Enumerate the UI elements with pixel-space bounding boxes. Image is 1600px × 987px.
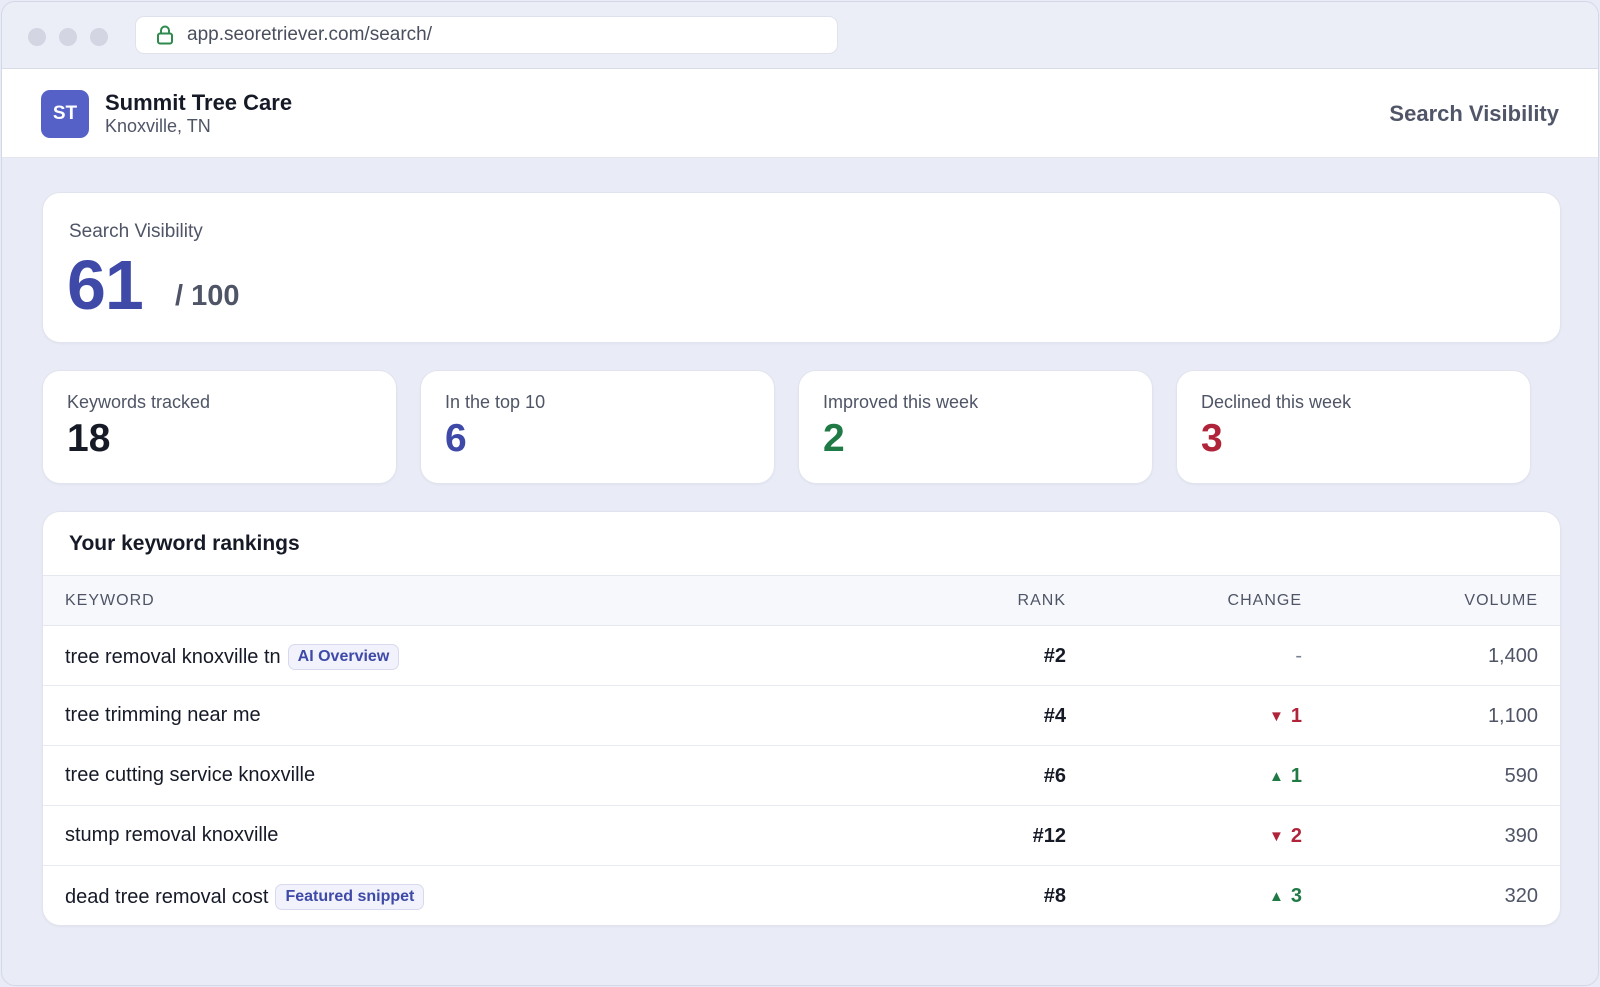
table-title: Your keyword rankings bbox=[69, 532, 300, 555]
up-arrow-icon: ▲ bbox=[1269, 768, 1284, 785]
rank-cell: #2 bbox=[1043, 645, 1066, 667]
down-arrow-icon: ▼ bbox=[1269, 828, 1284, 845]
stat-value: 3 bbox=[1201, 417, 1223, 460]
rank-cell: #4 bbox=[1043, 705, 1066, 727]
table-header: KEYWORD RANK CHANGE VOLUME bbox=[43, 575, 1560, 626]
keyword-cell: tree trimming near me bbox=[65, 704, 261, 727]
page-title: Search Visibility bbox=[1389, 101, 1559, 126]
change-value: 1 bbox=[1290, 705, 1302, 727]
change-cell: ▲ 1 bbox=[1269, 765, 1302, 788]
stat-card-declined: Declined this week 3 bbox=[1176, 370, 1531, 484]
rank-cell: #12 bbox=[1032, 825, 1066, 847]
close-window-dot[interactable] bbox=[28, 28, 46, 46]
stat-value: 18 bbox=[67, 417, 111, 460]
change-value: 3 bbox=[1290, 885, 1302, 907]
maximize-window-dot[interactable] bbox=[90, 28, 108, 46]
stat-label: Keywords tracked bbox=[67, 392, 211, 412]
keyword-cell: dead tree removal cost Featured snippet bbox=[65, 884, 425, 910]
table-row[interactable]: tree trimming near me #4 ▼ 1 1,100 bbox=[43, 686, 1560, 746]
stat-card-improved: Improved this week 2 bbox=[798, 370, 1153, 484]
table-row[interactable]: tree removal knoxville tn AI Overview #2… bbox=[43, 626, 1560, 686]
stat-label: Declined this week bbox=[1201, 392, 1352, 412]
score-value: 61 bbox=[67, 246, 144, 324]
url-text[interactable]: app.seoretriever.com/search/ bbox=[187, 24, 433, 45]
stat-label: In the top 10 bbox=[445, 392, 546, 412]
change-cell: ▼ 2 bbox=[1269, 825, 1302, 848]
minimize-window-dot[interactable] bbox=[59, 28, 77, 46]
change-cell: - bbox=[1295, 645, 1302, 668]
table-row[interactable]: stump removal knoxville #12 ▼ 2 390 bbox=[43, 806, 1560, 866]
keyword-cell: stump removal knoxville bbox=[65, 824, 278, 847]
keyword-rankings-table: Your keyword rankings KEYWORD RANK CHANG… bbox=[42, 511, 1561, 926]
keyword-text: dead tree removal cost bbox=[65, 885, 269, 908]
serp-feature-badge: AI Overview bbox=[287, 644, 400, 670]
business-name: Summit Tree Care bbox=[105, 90, 293, 115]
table-row[interactable]: dead tree removal cost Featured snippet … bbox=[43, 866, 1560, 925]
stat-value: 2 bbox=[823, 417, 845, 460]
column-header-rank[interactable]: RANK bbox=[1017, 592, 1066, 609]
stat-value: 6 bbox=[445, 417, 467, 460]
stat-card-top-10: In the top 10 6 bbox=[420, 370, 775, 484]
change-value: 1 bbox=[1290, 765, 1302, 787]
keyword-cell: tree cutting service knoxville bbox=[65, 764, 315, 787]
score-label: Search Visibility bbox=[69, 221, 203, 242]
score-max: / 100 bbox=[175, 280, 240, 312]
change-cell: ▼ 1 bbox=[1269, 705, 1302, 728]
visibility-score-card: Search Visibility 61 / 100 bbox=[42, 192, 1561, 343]
volume-cell: 590 bbox=[1504, 765, 1538, 787]
volume-cell: 1,400 bbox=[1487, 645, 1538, 667]
volume-cell: 320 bbox=[1504, 885, 1538, 907]
stat-label: Improved this week bbox=[823, 392, 979, 412]
keyword-text: stump removal knoxville bbox=[65, 824, 279, 846]
rank-cell: #6 bbox=[1043, 765, 1066, 787]
serp-feature-badge: Featured snippet bbox=[275, 884, 425, 910]
column-header-volume[interactable]: VOLUME bbox=[1464, 592, 1538, 609]
app-header: ST Summit Tree Care Knoxville, TN Search… bbox=[2, 69, 1598, 158]
change-value: - bbox=[1295, 645, 1302, 667]
change-value: 2 bbox=[1290, 825, 1302, 847]
keyword-text: tree removal knoxville tn bbox=[65, 645, 281, 668]
table-row[interactable]: tree cutting service knoxville #6 ▲ 1 59… bbox=[43, 746, 1560, 806]
down-arrow-icon: ▼ bbox=[1269, 708, 1284, 725]
address-bar[interactable]: app.seoretriever.com/search/ bbox=[135, 16, 838, 54]
volume-cell: 390 bbox=[1504, 825, 1538, 847]
keyword-cell: tree removal knoxville tn AI Overview bbox=[65, 644, 400, 670]
up-arrow-icon: ▲ bbox=[1269, 888, 1284, 905]
rank-cell: #8 bbox=[1043, 885, 1066, 907]
business-avatar: ST bbox=[41, 90, 89, 138]
business-location: Knoxville, TN bbox=[105, 116, 211, 136]
keyword-text: tree trimming near me bbox=[65, 704, 261, 726]
stat-card-keywords-tracked: Keywords tracked 18 bbox=[42, 370, 397, 484]
change-cell: ▲ 3 bbox=[1269, 885, 1302, 908]
keyword-text: tree cutting service knoxville bbox=[65, 764, 316, 786]
volume-cell: 1,100 bbox=[1487, 705, 1538, 727]
lock-icon bbox=[156, 25, 174, 45]
column-header-change[interactable]: CHANGE bbox=[1227, 592, 1302, 609]
column-header-keyword[interactable]: KEYWORD bbox=[65, 592, 155, 609]
browser-chrome: app.seoretriever.com/search/ bbox=[2, 2, 1598, 69]
